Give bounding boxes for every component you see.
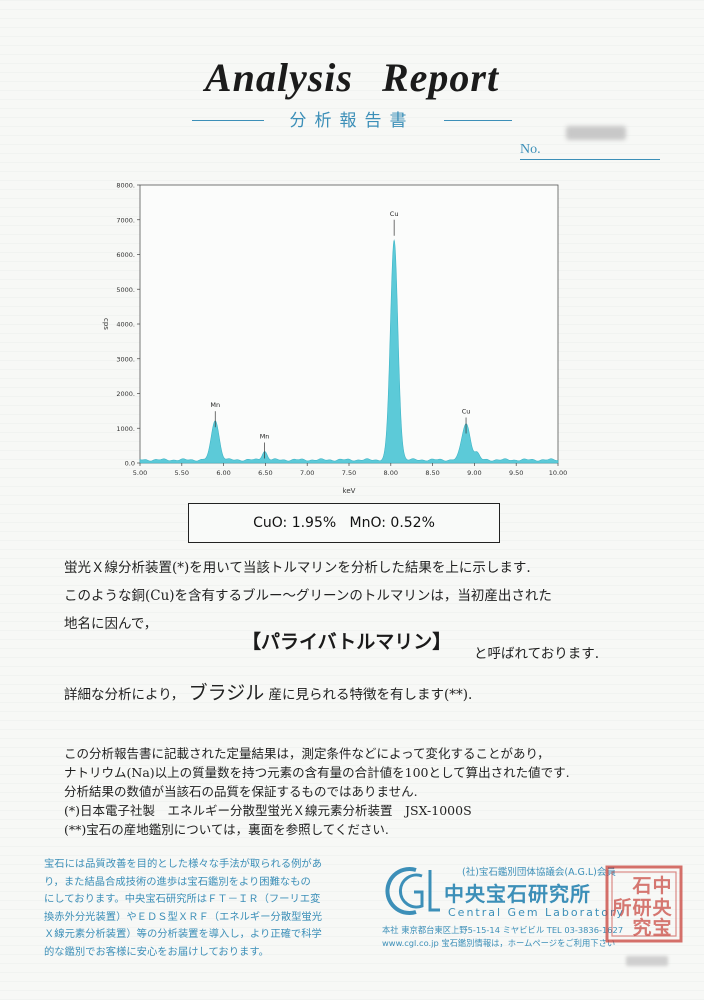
x-tick-label: 10.00 (549, 469, 568, 477)
x-tick-label: 5.50 (175, 469, 189, 477)
subtitle-rule-left (192, 120, 264, 121)
x-tick-label: 6.50 (258, 469, 272, 477)
body-line-1: 蛍光Ｘ線分析装置(*)を用いて当該トルマリンを分析した結果を上に示します. (64, 560, 531, 576)
report-title: Analysis Report (204, 55, 500, 100)
spectrum-area (139, 239, 559, 464)
result-values: CuO: 1.95% MnO: 0.52% (253, 515, 435, 531)
disclaimer-line: 的な鑑別でお客様に安心をお届けしております。 (44, 945, 269, 958)
disclaimer-block: 宝石には品質改善を目的とした様々な手法が取られる例があ り，また結晶合成技術の進… (44, 856, 374, 962)
report-subtitle: 分析報告書 (289, 111, 415, 131)
y-tick-label: 1000. (116, 425, 135, 433)
result-box: CuO: 1.95% MnO: 0.52% (188, 503, 500, 543)
disclaimer-line: にしております。中央宝石研究所はＦＴ－ＩＲ（フーリエ変 (44, 893, 321, 906)
y-axis-label: cps (102, 318, 110, 330)
body-line-2: このような銅(Cu)を含有するブルー〜グリーンのトルマリンは，当初産出された (64, 588, 552, 604)
y-tick-label: 6000. (116, 251, 135, 259)
association-membership: (社)宝石鑑別団体協議会(A.G.L)会員 (462, 867, 616, 878)
y-tick-label: 5000. (116, 286, 135, 294)
seal-character: 中 (652, 874, 671, 897)
x-tick-label: 9.50 (509, 469, 523, 477)
y-tick-label: 8000. (116, 182, 135, 190)
y-tick-label: 4000. (116, 321, 135, 329)
peak-label: Cu (390, 210, 399, 218)
x-tick-label: 8.50 (425, 469, 439, 477)
origin-suffix: 産に見られる特徴を有します(**). (268, 687, 473, 703)
seal-character: 石 (631, 875, 651, 897)
note-line: 分析結果の数値が当該石の品質を保証するものではありません. (64, 784, 418, 799)
xrf-spectrum-chart: 0.0 1000. 2000. 3000. 4000. 5000. 6000. 7000. 80… (92, 176, 572, 506)
peak-label: Mn (260, 432, 270, 440)
y-tick-label: 2000. (116, 390, 135, 398)
redacted-doc-code (626, 956, 668, 966)
web-line: www.cgl.co.jp 宝石鑑別情報は，ホームページをご利用下さい (382, 938, 616, 948)
body-line-4: と呼ばれております. (474, 646, 599, 662)
seal-character: 研 (632, 897, 651, 919)
official-seal-stamp: 中央宝石研究所 (605, 865, 683, 943)
plot-area (139, 184, 559, 464)
seal-character: 央 (652, 896, 672, 919)
body-line-5: 詳細な分析により， ブラジル 産に見られる特徴を有します(**). (64, 678, 472, 705)
y-tick-label: 0.0 (125, 460, 135, 468)
peak-label: Mn (210, 401, 220, 409)
org-name-en: Central Gem Laboratory (448, 906, 625, 919)
gem-name: 【パライバトルマリン】 (242, 631, 452, 653)
address-line: 本社 東京都台東区上野5-15-14 ミヤビビル TEL 03-3836-162… (382, 925, 624, 935)
spectrum-svg: 0.0 1000. 2000. 3000. 4000. 5000. 6000. 7000. 80… (102, 182, 568, 496)
seal-character: 所 (612, 897, 631, 919)
seal-character: 宝 (652, 916, 671, 939)
x-tick-label: 5.00 (133, 469, 147, 477)
origin-prefix: 詳細な分析により， (64, 687, 185, 703)
origin-country: ブラジル (188, 682, 265, 704)
note-line: ナトリウム(Na)以上の質量数を持つ元素の含有量の合計値を100として算出された… (64, 765, 570, 780)
x-tick-label: 8.00 (384, 469, 398, 477)
y-tick-label: 7000. (116, 216, 135, 224)
x-tick-label: 7.00 (300, 469, 314, 477)
disclaimer-line: Ｘ線元素分析装置）等の分析装置を導入し，より正確で科学 (44, 928, 322, 941)
subtitle-rule-right (444, 120, 512, 121)
redacted-serial-number (566, 126, 626, 140)
note-line: (*)日本電子社製 エネルギー分散型蛍光Ｘ線元素分析装置 JSX-1000S (64, 803, 472, 818)
note-line: (**)宝石の産地鑑別については，裏面を参照してください. (64, 822, 389, 837)
seal-character: 究 (632, 916, 651, 939)
org-name-jp: 中央宝石研究所 (444, 882, 591, 906)
disclaimer-line: り，また結晶合成技術の進歩は宝石鑑別をより困難なもの (44, 875, 311, 888)
y-tick-label: 3000. (116, 355, 135, 363)
org-address: 本社 東京都台東区上野5-15-14 ミヤビビル TEL 03-3836-162… (382, 924, 623, 950)
disclaimer-line: 宝石には品質改善を目的とした様々な手法が取られる例があ (44, 858, 323, 870)
x-tick-label: 7.50 (342, 469, 356, 477)
disclaimer-line: 換赤外分光装置）やＥＤＳ型ＸＲＦ（エネルギー分散型蛍光 (44, 910, 323, 923)
notes-block: この分析報告書に記載された定量結果は，測定条件などによって変化することがあり， … (64, 744, 570, 839)
report-number-field: No. (520, 142, 660, 160)
peak-label: Cu (462, 407, 471, 415)
x-tick-label: 6.00 (216, 469, 230, 477)
cgl-logo-icon (385, 867, 440, 915)
x-tick-label: 9.00 (467, 469, 481, 477)
x-axis-label: keV (343, 487, 356, 495)
body-line-3: 地名に因んで， (64, 616, 158, 632)
note-line: この分析報告書に記載された定量結果は，測定条件などによって変化することがあり， (64, 746, 550, 761)
